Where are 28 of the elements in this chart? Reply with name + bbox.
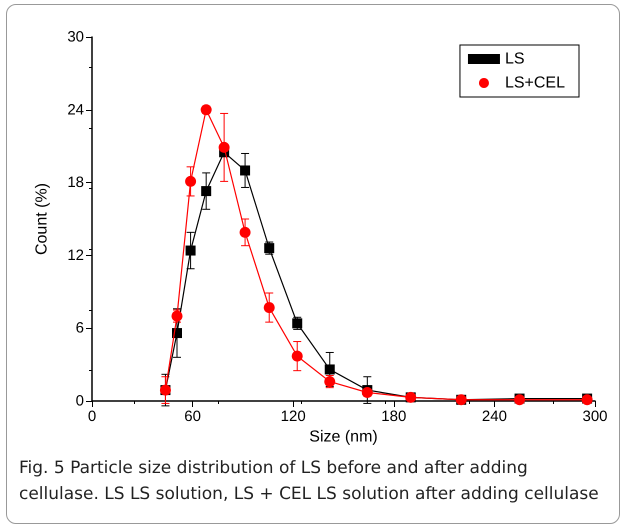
y-tick-label: 6 <box>76 320 84 337</box>
y-tick-label: 12 <box>67 246 84 264</box>
x-tick-label: 240 <box>482 408 507 425</box>
point <box>240 226 251 238</box>
x-tick-label: 180 <box>381 408 406 425</box>
point <box>292 350 303 362</box>
x-axis-title: Size (nm) <box>309 428 378 446</box>
point <box>264 302 275 314</box>
y-axis-title: Count (%) <box>34 182 50 256</box>
y-tick-label: 30 <box>67 28 84 46</box>
y-tick-label: 18 <box>67 174 84 192</box>
point <box>172 310 183 322</box>
x-tick-label: 0 <box>88 408 96 425</box>
y-tick-label: 24 <box>67 101 84 118</box>
legend-label: LS+CEL <box>504 74 566 92</box>
x-tick-label: 300 <box>582 408 608 425</box>
point <box>186 246 196 256</box>
y-tick-label: 0 <box>76 392 84 410</box>
point <box>324 364 335 374</box>
legend-label: LS <box>504 50 525 68</box>
point <box>218 142 230 153</box>
x-tick-label: 60 <box>184 408 201 425</box>
point <box>362 387 373 398</box>
point <box>240 165 250 176</box>
caption: Fig. 5 Particle size distribution of LS before and after adding cellulase. LS LS solution, LS + CEL LS solution after adding cellulase <box>19 457 600 506</box>
point <box>201 186 212 196</box>
point <box>185 176 196 187</box>
x-tick-label: 120 <box>280 408 306 425</box>
